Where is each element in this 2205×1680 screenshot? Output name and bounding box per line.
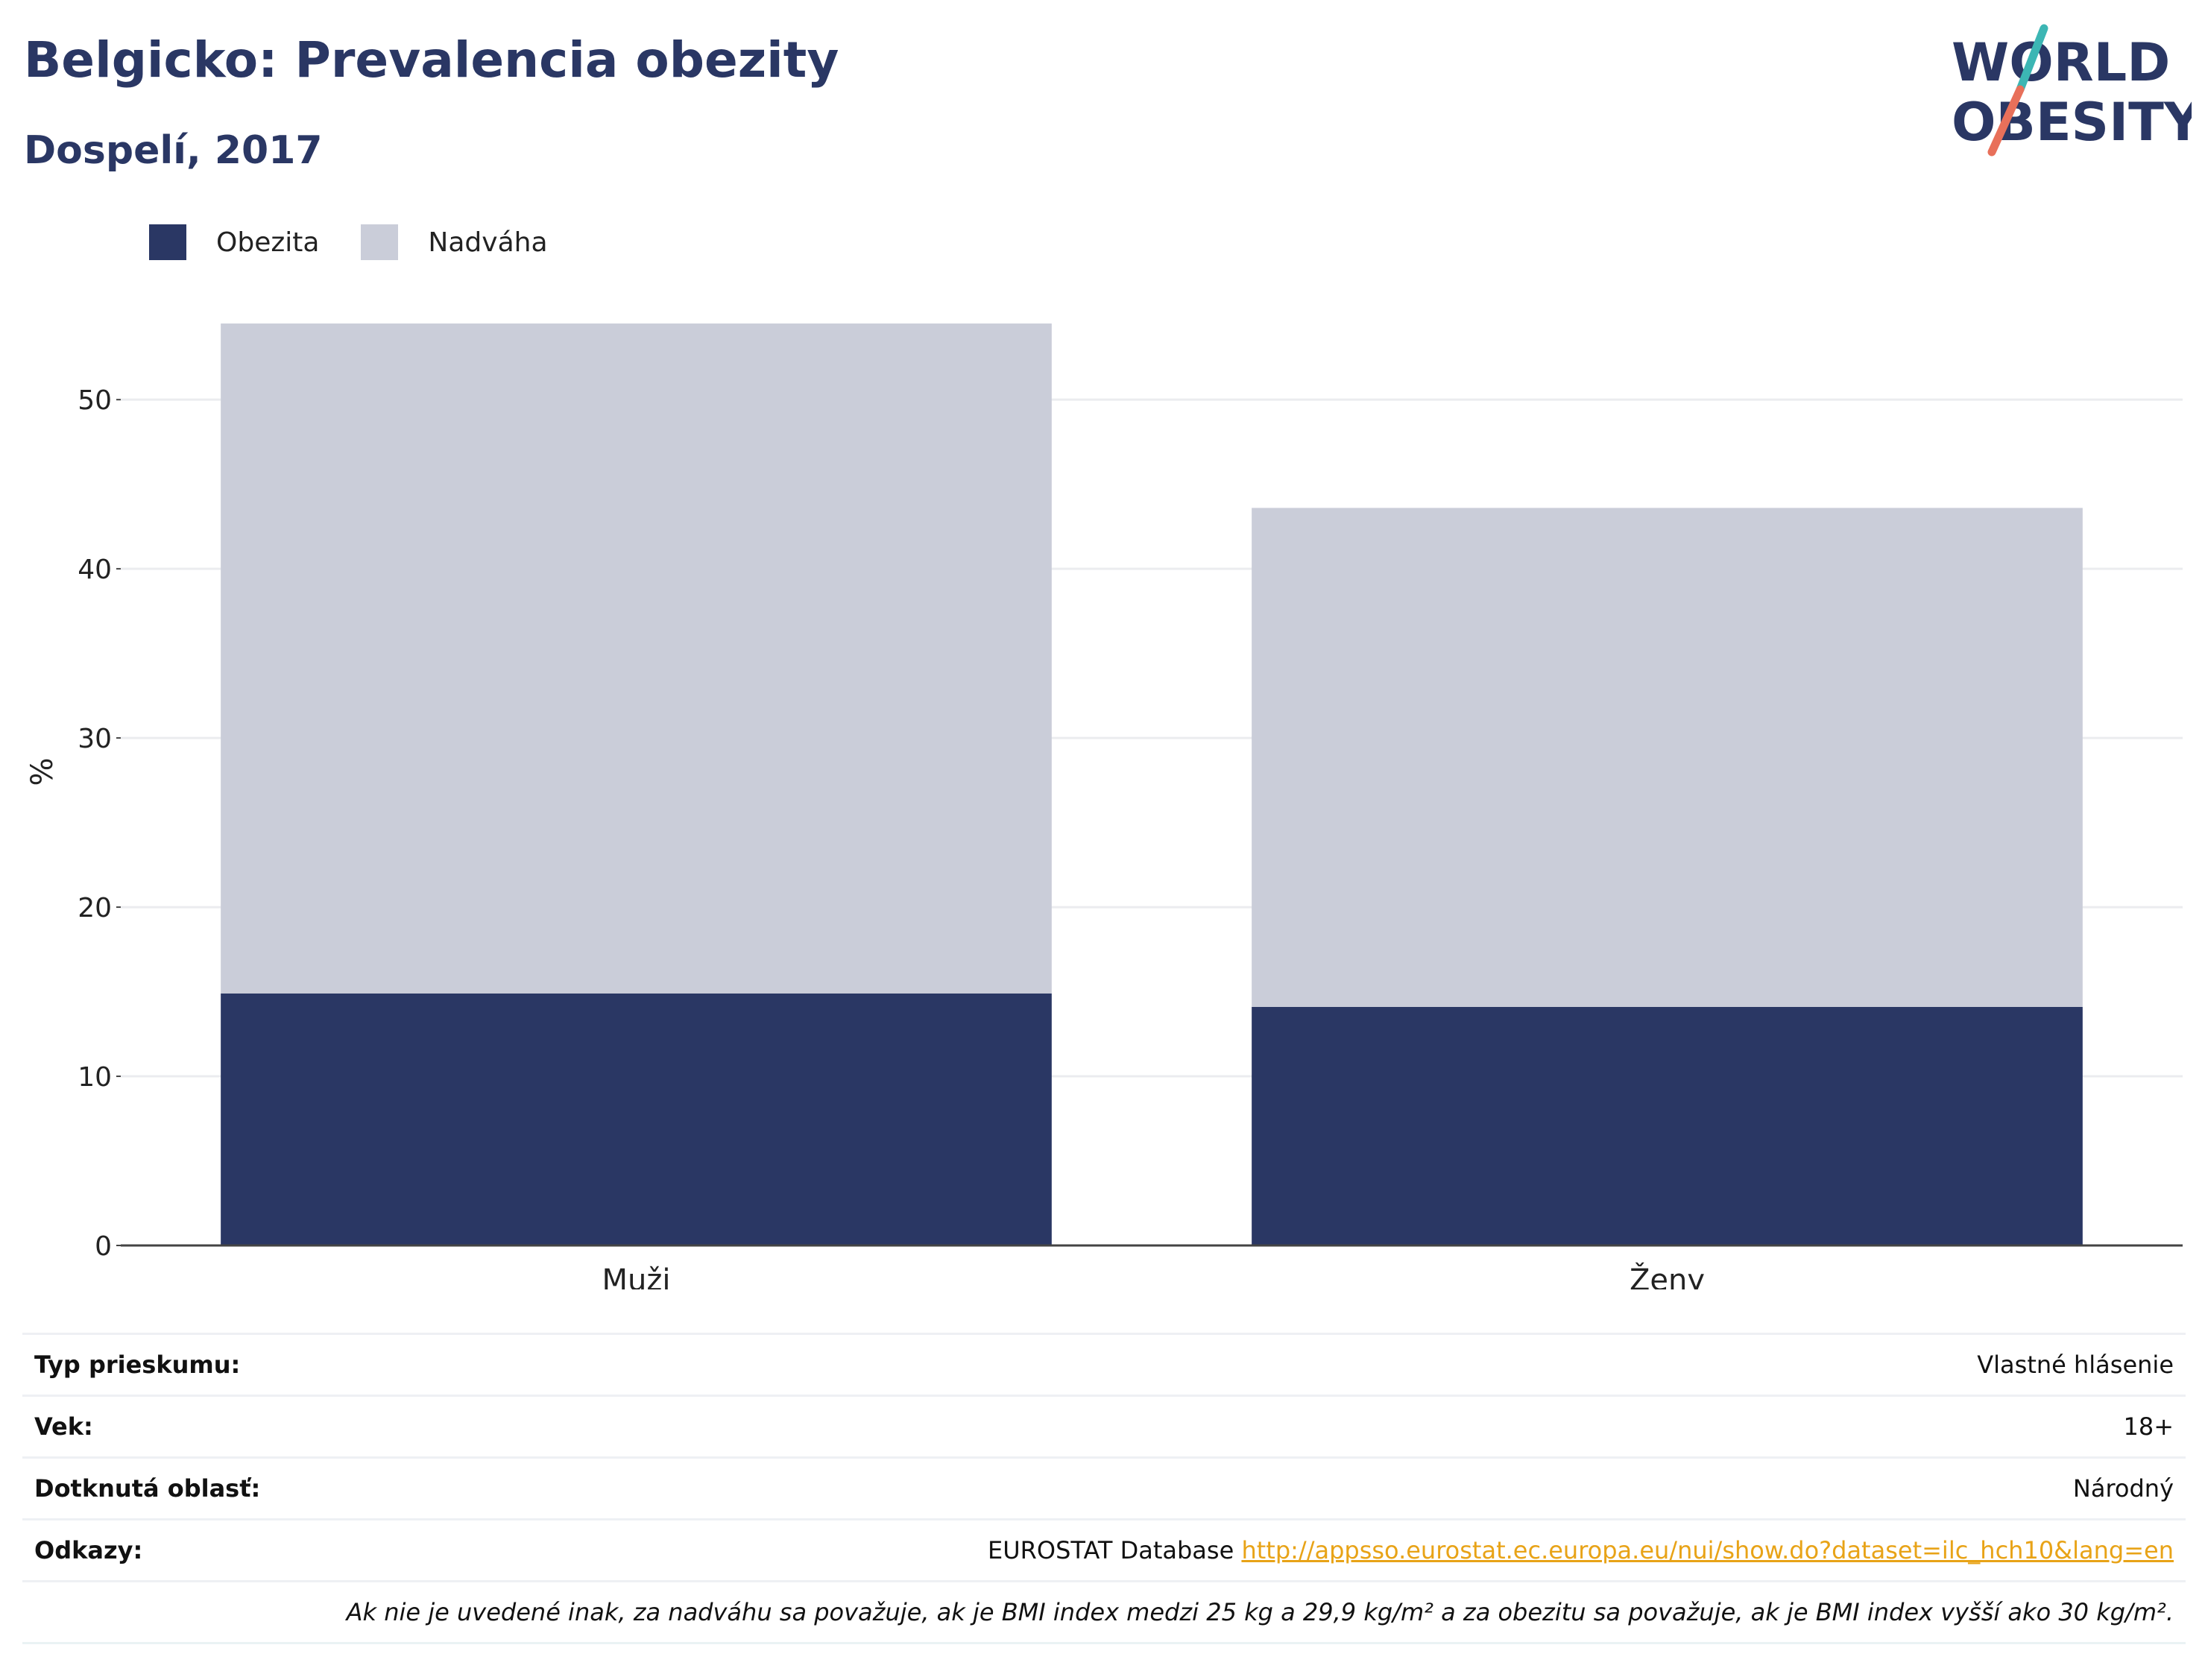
x-tick-label-0: Muži xyxy=(602,1263,671,1289)
bar-obezita-0 xyxy=(221,993,1052,1245)
legend-label-nadvaha: Nadváha xyxy=(428,227,548,258)
info-key-references: Odkazy: xyxy=(22,1518,393,1582)
info-key-age: Vek: xyxy=(22,1395,393,1458)
legend-label-obezita: Obezita xyxy=(216,227,320,258)
info-value-area: Národný xyxy=(392,1456,2186,1520)
logo-text-world: WORLD xyxy=(1952,32,2170,93)
chart-title: Belgicko: Prevalencia obezity xyxy=(24,31,839,89)
survey-info-table: Typ prieskumu: Vlastné hlásenie Vek: 18+… xyxy=(22,1333,2186,1644)
y-tick-label-10: 10 xyxy=(78,1062,112,1093)
info-key-area: Dotknutá oblasť: xyxy=(22,1456,393,1520)
info-key-survey-type: Typ prieskumu: xyxy=(22,1333,393,1396)
reference-link[interactable]: http://appsso.eurostat.ec.europa.eu/nui/… xyxy=(1241,1536,2174,1564)
logo-slash-bottom xyxy=(1987,85,2025,157)
logo-text-obesity: OBESITY xyxy=(1952,92,2192,153)
bar-obezita-1 xyxy=(1252,1006,2083,1245)
legend-item-obezita[interactable]: Obezita xyxy=(149,224,319,260)
stacked-bar-chart: 0 10 20 30 40 50% Muži Ženy xyxy=(25,323,2183,1289)
info-row-survey-type: Typ prieskumu: Vlastné hlásenie xyxy=(22,1333,2186,1396)
info-value-references: EUROSTAT Database http://appsso.eurostat… xyxy=(392,1518,2186,1582)
y-tick-label-0: 0 xyxy=(95,1231,112,1262)
y-axis-title: % xyxy=(25,757,60,786)
y-tick-label-30: 30 xyxy=(78,724,112,754)
bar-nadvaha-0 xyxy=(221,323,1052,994)
definition-note: Ak nie je uvedené inak, za nadváhu sa po… xyxy=(22,1580,2186,1644)
info-value-age: 18+ xyxy=(392,1395,2186,1458)
y-tick-label-40: 40 xyxy=(78,555,112,585)
info-row-note: Ak nie je uvedené inak, za nadváhu sa po… xyxy=(22,1580,2186,1644)
y-tick-label-50: 50 xyxy=(78,385,112,416)
info-row-references: Odkazy: EUROSTAT Database http://appsso.… xyxy=(22,1518,2186,1582)
info-row-area: Dotknutá oblasť: Národný xyxy=(22,1456,2186,1520)
legend-swatch-obezita xyxy=(149,224,186,260)
legend-item-nadvaha[interactable]: Nadváha xyxy=(361,224,548,260)
chart-legend: Obezita Nadváha xyxy=(149,224,590,261)
chart-subtitle: Dospelí, 2017 xyxy=(24,128,323,173)
info-value-survey-type: Vlastné hlásenie xyxy=(392,1333,2186,1396)
world-obesity-logo: WORLD OBESITY xyxy=(1952,24,2192,157)
y-tick-label-20: 20 xyxy=(78,893,112,923)
legend-swatch-nadvaha xyxy=(361,224,399,260)
x-tick-label-1: Ženy xyxy=(1630,1262,1705,1289)
reference-source: EUROSTAT Database xyxy=(988,1536,1234,1564)
bar-nadvaha-1 xyxy=(1252,508,2083,1007)
logo-slash-top xyxy=(2016,24,2048,94)
info-row-age: Vek: 18+ xyxy=(22,1395,2186,1458)
